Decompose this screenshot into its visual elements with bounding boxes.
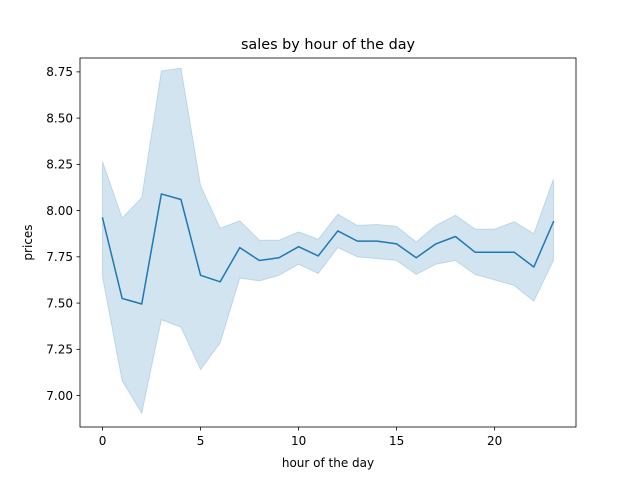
y-tick-label: 8.00 (46, 204, 73, 218)
y-tick-label: 7.75 (46, 250, 73, 264)
y-tick-label: 7.50 (46, 296, 73, 310)
series-line-layer (101, 193, 555, 305)
x-tick-label: 20 (487, 434, 502, 448)
x-axis-label: hour of the day (282, 456, 374, 470)
y-tick-label: 8.25 (46, 158, 73, 172)
y-axis-label: prices (21, 224, 35, 260)
y-tick-label: 7.00 (46, 389, 73, 403)
y-tick-label: 8.50 (46, 111, 73, 125)
x-tick-label: 15 (389, 434, 404, 448)
confidence-band (102, 67, 554, 415)
y-tick-label: 8.75 (46, 65, 73, 79)
y-tick-label: 7.25 (46, 343, 73, 357)
x-tick-label: 5 (197, 434, 205, 448)
x-tick-label: 0 (99, 434, 107, 448)
series-line (101, 193, 555, 305)
x-tick-label: 10 (291, 434, 306, 448)
y-axis-ticks: 7.00 7.25 7.50 7.75 8.00 8.25 8.50 8.75 (46, 65, 80, 403)
chart-title: sales by hour of the day (241, 37, 416, 53)
confidence-band-layer (102, 67, 554, 415)
axes-frame (79, 57, 577, 428)
x-axis-ticks: 0 5 10 15 20 (99, 427, 502, 448)
